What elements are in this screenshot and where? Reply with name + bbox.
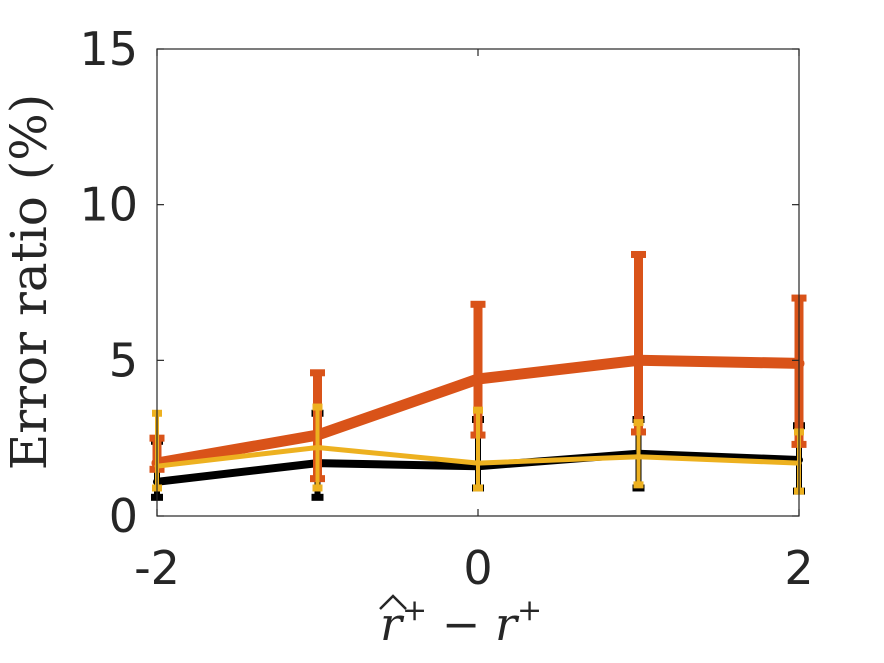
x-axis-title-hat-mark — [379, 594, 407, 610]
x-axis-title-plus-1: + — [402, 593, 427, 628]
x-axis-title-minus: − — [427, 597, 495, 651]
series-2-point — [477, 462, 479, 465]
x-tick-label: 2 — [784, 541, 813, 595]
series-2-errorbar — [633, 419, 644, 489]
series-2-point — [637, 455, 640, 458]
series-1-point — [477, 378, 479, 381]
x-axis-title-r: r — [495, 597, 520, 651]
y-axis-title: Error ratio (%) — [0, 94, 58, 471]
y-tick-label: 10 — [79, 178, 138, 232]
svg-text:r+ − r+: r+ − r+ — [380, 593, 542, 651]
series-1-point — [637, 359, 640, 362]
series-2-point — [316, 446, 319, 449]
series-2-errorbar — [473, 406, 483, 492]
x-axis-title: r+ − r+ — [379, 593, 542, 651]
x-axis-title-plus-2: + — [517, 593, 542, 628]
y-tick-label: 15 — [79, 22, 138, 76]
y-tick-label: 0 — [109, 489, 138, 543]
x-tick-label: -2 — [134, 541, 180, 595]
y-tick-label: 5 — [109, 333, 138, 387]
x-tick-label: 0 — [463, 541, 492, 595]
